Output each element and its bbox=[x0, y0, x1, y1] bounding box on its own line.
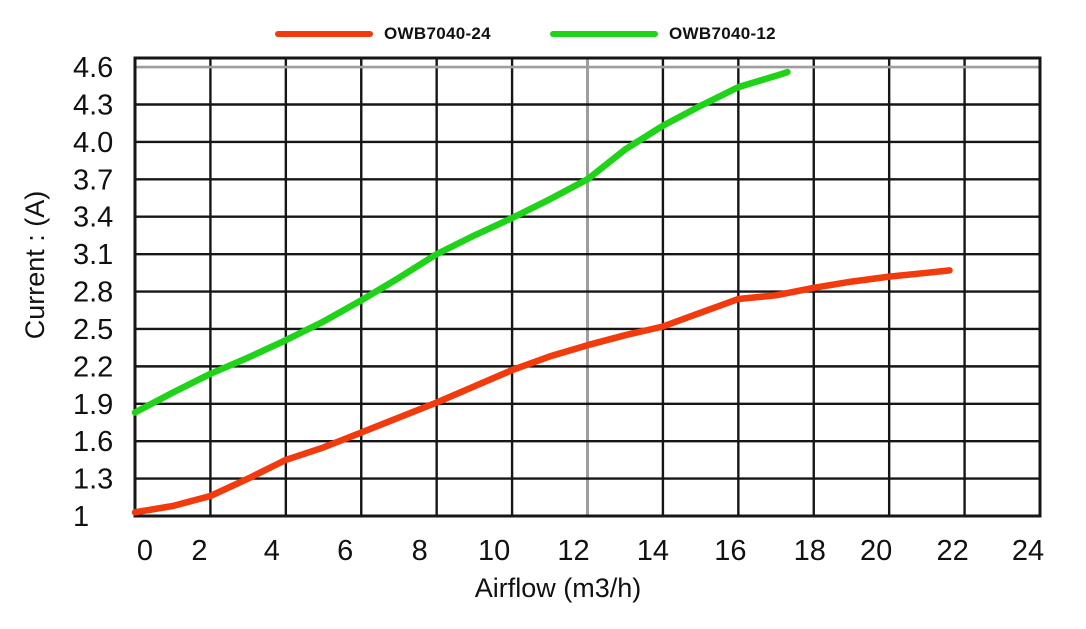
y-tick-label: 1.9 bbox=[73, 389, 113, 421]
y-tick-label: 3.1 bbox=[73, 239, 113, 271]
x-tick-label: 10 bbox=[478, 535, 510, 567]
series-line-owb7040-24 bbox=[131, 267, 953, 516]
legend-label: OWB7040-12 bbox=[669, 24, 776, 43]
y-tick-label: 3.4 bbox=[73, 202, 113, 234]
y-tick-label: 2.8 bbox=[73, 277, 113, 309]
x-tick-label: 18 bbox=[794, 535, 826, 567]
y-tick-label: 2.2 bbox=[73, 351, 113, 383]
y-tick-label: 2.5 bbox=[73, 314, 113, 346]
legend-label: OWB7040-24 bbox=[384, 24, 491, 43]
legend-item-owb7040-12: OWB7040-12 bbox=[550, 24, 776, 44]
x-tick-label: 0 bbox=[137, 535, 153, 567]
y-axis-title: Current : (A) bbox=[20, 191, 50, 340]
x-tick-label: 16 bbox=[714, 535, 746, 567]
x-tick-label: 12 bbox=[557, 535, 589, 567]
legend-line-swatch-green bbox=[550, 31, 658, 37]
x-axis-title: Airflow (m3/h) bbox=[475, 573, 642, 603]
y-tick-label: 1.6 bbox=[73, 426, 113, 458]
series-line-owb7040-12 bbox=[131, 68, 791, 416]
y-tick-label: 1 bbox=[73, 501, 89, 533]
y-tick-label: 4.3 bbox=[73, 90, 113, 122]
x-tick-label: 2 bbox=[191, 535, 207, 567]
chart-legend: OWB7040-24 OWB7040-12 bbox=[0, 0, 1086, 55]
x-tick-label: 20 bbox=[860, 535, 892, 567]
y-tick-label: 4.0 bbox=[73, 127, 113, 159]
x-tick-label: 14 bbox=[637, 535, 669, 567]
x-tick-label: 22 bbox=[936, 535, 968, 567]
x-tick-label: 4 bbox=[264, 535, 280, 567]
y-tick-label: 3.7 bbox=[73, 164, 113, 196]
plot-border bbox=[133, 56, 1042, 518]
x-tick-label: 24 bbox=[1012, 535, 1044, 567]
legend-item-owb7040-24: OWB7040-24 bbox=[275, 24, 491, 44]
y-tick-label: 4.6 bbox=[73, 52, 113, 84]
y-tick-label: 1.3 bbox=[73, 464, 113, 496]
legend-line-swatch-red bbox=[275, 31, 373, 37]
x-tick-label: 8 bbox=[412, 535, 428, 567]
x-tick-label: 6 bbox=[337, 535, 353, 567]
